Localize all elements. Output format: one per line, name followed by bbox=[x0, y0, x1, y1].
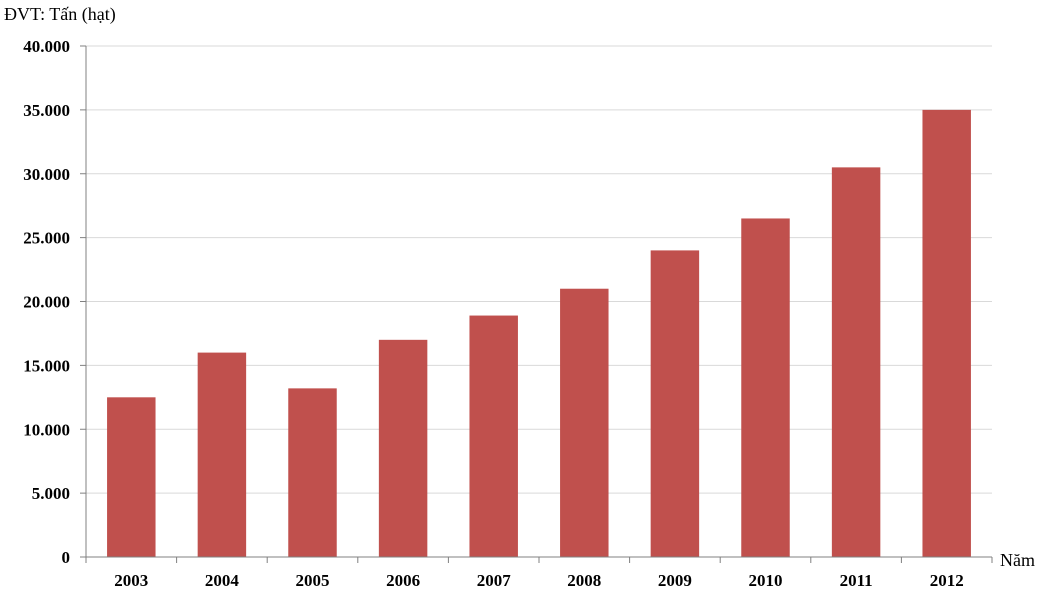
y-tick-label: 35.000 bbox=[23, 101, 70, 120]
bars bbox=[107, 109, 971, 558]
bar-2006 bbox=[378, 339, 428, 557]
bar-2005 bbox=[288, 388, 337, 557]
x-tick-label: 2008 bbox=[567, 571, 601, 590]
axes bbox=[80, 45, 993, 563]
bar-2010 bbox=[741, 218, 790, 557]
bar-2008 bbox=[560, 288, 609, 557]
unit-label: ĐVT: Tấn (hạt) bbox=[4, 4, 116, 25]
x-tick-label: 2005 bbox=[296, 571, 330, 590]
y-tick-label: 5.000 bbox=[32, 484, 70, 503]
bar-2007 bbox=[469, 315, 518, 557]
x-tick-label: 2006 bbox=[386, 571, 420, 590]
bar-2012 bbox=[922, 109, 971, 557]
y-tick-label: 15.000 bbox=[23, 356, 70, 375]
x-axis-title: Năm bbox=[1000, 550, 1035, 570]
x-tick-label: 2012 bbox=[930, 571, 964, 590]
x-tick-label: 2011 bbox=[840, 571, 873, 590]
y-tick-label: 25.000 bbox=[23, 229, 70, 248]
y-tick-label: 20.000 bbox=[23, 293, 70, 312]
y-tick-label: 30.000 bbox=[23, 165, 70, 184]
bar-2011 bbox=[831, 167, 881, 558]
bar-2003 bbox=[107, 397, 156, 557]
y-tick-label: 40.000 bbox=[23, 37, 70, 56]
x-tick-label: 2009 bbox=[658, 571, 692, 590]
x-tick-label: 2007 bbox=[477, 571, 512, 590]
x-tick-label: 2004 bbox=[205, 571, 240, 590]
x-tick-label: 2003 bbox=[114, 571, 148, 590]
bar-2004 bbox=[197, 352, 247, 557]
y-tick-label: 10.000 bbox=[23, 420, 70, 439]
bar-2009 bbox=[650, 250, 700, 557]
y-tick-label: 0 bbox=[62, 548, 71, 567]
tick-labels: 0 5.000 10.000 15.000 20.000 25.000 30.000 35.0… bbox=[23, 37, 963, 590]
x-tick-label: 2010 bbox=[749, 571, 783, 590]
